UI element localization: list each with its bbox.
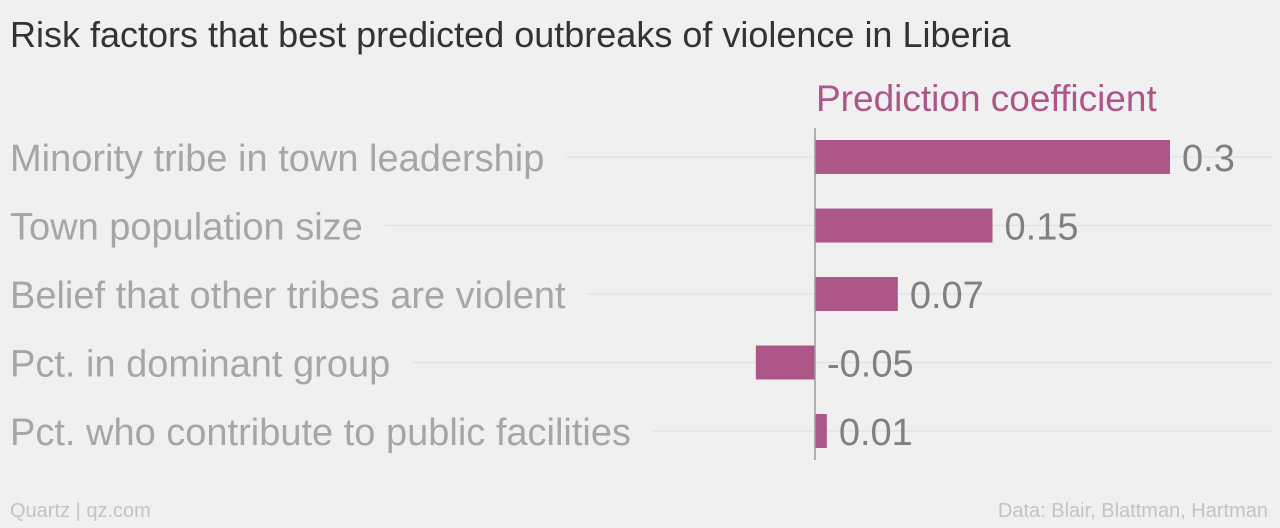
bar bbox=[815, 414, 827, 448]
value-label: 0.01 bbox=[839, 412, 913, 454]
value-label: 0.07 bbox=[910, 275, 984, 317]
footer-source: Quartz | qz.com bbox=[10, 500, 151, 522]
bar bbox=[755, 345, 815, 380]
category-label: Town population size bbox=[10, 207, 363, 249]
category-labels: Minority tribe in town leadership Town po… bbox=[10, 138, 631, 454]
value-label: -0.05 bbox=[827, 344, 914, 386]
value-labels: 0.3 0.15 0.07 -0.05 0.01 bbox=[827, 138, 1235, 454]
bars bbox=[755, 140, 1170, 448]
category-label: Minority tribe in town leadership bbox=[10, 138, 544, 180]
category-label: Pct. who contribute to public facilities bbox=[10, 412, 631, 454]
category-label: Belief that other tribes are violent bbox=[10, 275, 566, 317]
chart-title: Risk factors that best predicted outbrea… bbox=[10, 14, 1011, 55]
bar bbox=[815, 277, 898, 311]
bar bbox=[815, 140, 1170, 174]
footer-data-credit: Data: Blair, Blattman, Hartman bbox=[997, 500, 1268, 522]
bar bbox=[815, 208, 993, 243]
series-label: Prediction coefficient bbox=[816, 78, 1157, 119]
category-label: Pct. in dominant group bbox=[10, 344, 390, 386]
value-label: 0.3 bbox=[1182, 138, 1235, 180]
value-label: 0.15 bbox=[1005, 207, 1079, 249]
